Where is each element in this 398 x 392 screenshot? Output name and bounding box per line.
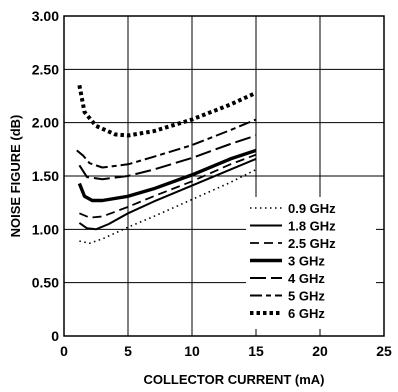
legend-label: 0.9 GHz <box>288 201 336 216</box>
y-tick-labels: 0 0.50 1.00 1.50 2.00 2.50 3.00 <box>32 8 59 344</box>
series-line-5-ghz <box>76 118 257 169</box>
legend: 0.9 GHz 1.8 GHz 2.5 GHz 3 GHz 4 GHz 5 GHz 6 GH… <box>246 197 376 329</box>
series-line-6-ghz <box>77 84 257 138</box>
legend-label: 4 GHz <box>288 271 325 286</box>
x-tick-label: 5 <box>124 343 132 359</box>
plot-frame <box>63 15 385 337</box>
y-tick-label: 0.50 <box>32 275 59 291</box>
series-line-3-ghz <box>77 148 257 203</box>
x-tick-label: 20 <box>312 343 328 359</box>
series-line-4-ghz <box>78 134 257 181</box>
x-tick-label: 10 <box>184 343 200 359</box>
y-tick-label: 3.00 <box>32 8 59 24</box>
y-tick-label: 1.00 <box>32 221 59 237</box>
y-tick-label: 2.50 <box>32 61 59 77</box>
y-tick-label: 2.00 <box>32 115 59 131</box>
series-line-2-5-ghz <box>79 153 257 219</box>
x-tick-labels: 0 5 10 15 20 25 <box>60 343 392 359</box>
legend-label: 1.8 GHz <box>288 219 336 234</box>
y-tick-label: 0 <box>51 328 59 344</box>
series-group <box>76 84 257 244</box>
y-tick-label: 1.50 <box>32 168 59 184</box>
legend-label: 3 GHz <box>288 254 325 269</box>
legend-label: 5 GHz <box>288 289 325 304</box>
x-tick-label: 15 <box>248 343 264 359</box>
legend-background <box>246 197 376 329</box>
x-tick-label: 25 <box>376 343 392 359</box>
legend-label: 2.5 GHz <box>288 236 336 251</box>
legend-label: 6 GHz <box>288 306 325 321</box>
y-axis-label: NOISE FIGURE (dB) <box>8 115 23 238</box>
x-tick-label: 0 <box>60 343 68 359</box>
series-line-0-9-ghz <box>79 168 257 244</box>
x-axis-label: COLLECTOR CURRENT (mA) <box>143 372 324 387</box>
series-line-1-8-ghz <box>78 157 257 231</box>
